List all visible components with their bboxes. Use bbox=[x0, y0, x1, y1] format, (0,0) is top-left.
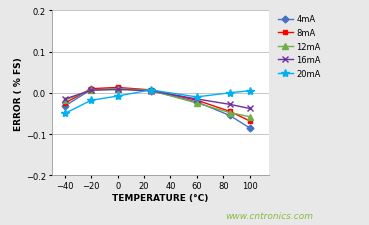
12mA bbox=[115, 88, 120, 91]
4mA bbox=[148, 90, 153, 93]
Line: 16mA: 16mA bbox=[61, 87, 253, 112]
Line: 8mA: 8mA bbox=[62, 86, 252, 124]
8mA bbox=[247, 120, 252, 123]
Line: 12mA: 12mA bbox=[62, 86, 252, 120]
12mA bbox=[148, 90, 153, 92]
Legend: 4mA, 8mA, 12mA, 16mA, 20mA: 4mA, 8mA, 12mA, 16mA, 20mA bbox=[278, 15, 321, 79]
8mA bbox=[148, 89, 153, 92]
12mA bbox=[194, 102, 199, 105]
4mA bbox=[89, 89, 93, 91]
16mA bbox=[115, 89, 120, 91]
8mA bbox=[89, 88, 93, 91]
12mA bbox=[89, 89, 93, 92]
8mA bbox=[63, 102, 67, 105]
12mA bbox=[63, 99, 67, 102]
20mA bbox=[247, 90, 252, 93]
X-axis label: TEMPERATURE (°C): TEMPERATURE (°C) bbox=[112, 193, 209, 202]
Text: www.cntronics.com: www.cntronics.com bbox=[226, 212, 314, 220]
4mA bbox=[115, 88, 120, 91]
20mA bbox=[228, 92, 232, 95]
16mA bbox=[148, 90, 153, 93]
20mA bbox=[63, 112, 67, 115]
20mA bbox=[194, 96, 199, 99]
16mA bbox=[247, 108, 252, 110]
8mA bbox=[115, 87, 120, 89]
16mA bbox=[63, 98, 67, 101]
8mA bbox=[194, 99, 199, 102]
4mA bbox=[228, 115, 232, 117]
8mA bbox=[228, 110, 232, 113]
4mA bbox=[247, 127, 252, 130]
Line: 4mA: 4mA bbox=[62, 87, 252, 131]
12mA bbox=[247, 116, 252, 119]
16mA bbox=[194, 98, 199, 101]
16mA bbox=[228, 104, 232, 106]
20mA bbox=[89, 99, 93, 102]
16mA bbox=[89, 90, 93, 92]
12mA bbox=[228, 112, 232, 115]
4mA bbox=[194, 101, 199, 104]
Line: 20mA: 20mA bbox=[61, 86, 254, 118]
Y-axis label: ERROR ( % FS): ERROR ( % FS) bbox=[14, 57, 23, 130]
20mA bbox=[115, 95, 120, 98]
4mA bbox=[63, 105, 67, 108]
20mA bbox=[148, 89, 153, 92]
